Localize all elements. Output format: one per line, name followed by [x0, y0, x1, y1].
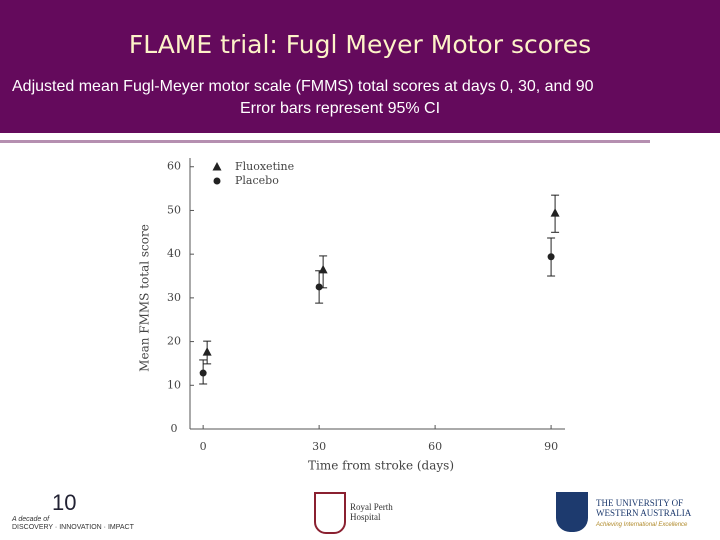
marker: [199, 369, 207, 377]
logo-text: Royal Perth Hospital: [350, 502, 393, 522]
hospital-crest: [314, 492, 346, 534]
y-axis-label: Mean FMMS total score: [138, 224, 152, 372]
y-tick-label: 10: [167, 378, 181, 391]
x-axis-label: Time from stroke (days): [308, 459, 454, 473]
logo-number: 10: [52, 490, 77, 515]
logo-text: A decade of: [12, 516, 50, 523]
legend-marker: [212, 162, 222, 171]
x-tick-label: 30: [312, 440, 326, 453]
legend-marker: [213, 177, 221, 185]
y-tick-label: 20: [167, 335, 181, 348]
university-crest: [556, 492, 588, 532]
x-tick-label: 90: [544, 440, 558, 453]
y-tick-label: 50: [167, 203, 181, 216]
marker: [318, 264, 328, 274]
marker: [202, 347, 212, 356]
marker: [547, 253, 555, 261]
subtitle: Error bars represent 95% CI: [239, 100, 441, 117]
x-tick-label: 0: [200, 440, 207, 453]
y-tick-label: 0: [171, 422, 178, 435]
marker: [550, 208, 560, 217]
y-tick-label: 40: [167, 247, 181, 260]
logo-text: THE UNIVERSITY OF WESTERN AUSTRALIA: [596, 498, 692, 518]
y-tick-label: 60: [167, 160, 181, 173]
x-tick-label: 60: [428, 440, 442, 453]
y-tick-label: 30: [167, 291, 181, 304]
logo-text: DISCOVERY · INNOVATION · IMPACT: [12, 524, 134, 531]
slide-title: FLAME trial: Fugl Meyer Motor scores: [128, 30, 592, 59]
marker: [315, 283, 323, 291]
legend-label: Placebo: [235, 174, 279, 187]
header-band: [0, 0, 720, 133]
subtitle: Adjusted mean Fugl-Meyer motor scale (FM…: [12, 78, 594, 95]
logo-text: Achieving International Excellence: [596, 522, 688, 528]
divider: [0, 140, 650, 143]
legend-label: Fluoxetine: [235, 160, 294, 173]
